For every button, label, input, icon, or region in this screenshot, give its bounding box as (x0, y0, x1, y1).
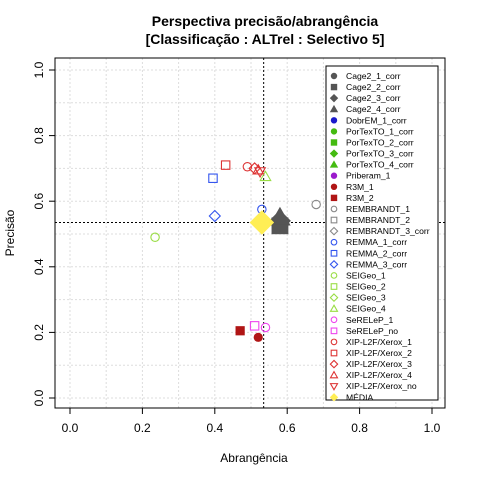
legend-symbol-remma-2-corr (330, 249, 338, 257)
point-xip-l2f-xerox-2 (220, 160, 231, 170)
x-axis-label: Abrangência (220, 451, 288, 465)
legend-label: Cage2_1_corr (346, 71, 401, 81)
legend-label: Priberam_1 (346, 171, 391, 181)
y-tick-label: 0.2 (32, 324, 46, 341)
data-points (150, 160, 321, 342)
legend-symbol-seigeo-3 (329, 293, 339, 303)
legend-box (325, 65, 439, 401)
legend-symbol-r3m-1 (330, 183, 338, 190)
point-seigeo-4 (259, 170, 272, 182)
legend-symbol-m-dia (329, 393, 339, 402)
legend-label: R3M_1 (346, 182, 374, 192)
legend-label: MÉDIA (346, 392, 373, 402)
point-remma-2-corr (208, 173, 218, 183)
legend-symbol-dobrem-1-corr (330, 117, 338, 124)
point-serelep-no (249, 321, 260, 331)
x-tick-label: 0.8 (351, 421, 368, 435)
legend-label: REMMA_3_corr (346, 259, 407, 269)
legend-symbol-xip-l2f-xerox-4 (329, 370, 339, 379)
y-axis-label: Precisão (3, 209, 17, 256)
legend-symbol-seigeo-2 (330, 283, 338, 290)
x-tick-label: 0.2 (134, 421, 151, 435)
point-cage2-4-corr (269, 206, 291, 226)
point-r3m-2 (235, 326, 245, 336)
legend-symbol-cage2-3-corr (329, 93, 339, 103)
legend-label: SEIGeo_3 (346, 293, 386, 303)
legend-label: REMMA_2_corr (346, 248, 407, 258)
legend-label: SEIGeo_1 (346, 270, 386, 280)
legend-symbol-remma-1-corr (330, 238, 338, 246)
y-tick-label: 0.0 (32, 389, 46, 406)
legend-label: R3M_2 (346, 193, 374, 203)
legend-label: REMMA_1_corr (346, 237, 407, 247)
legend-label: XIP-L2F/Xerox_2 (346, 348, 412, 358)
y-axis: 0.0 0.2 0.4 0.6 0.8 1.0 (32, 61, 56, 406)
legend-symbol-serelep-no (330, 327, 338, 335)
x-tick-label: 0.4 (206, 421, 223, 435)
legend-symbol-xip-l2f-xerox-2 (330, 349, 338, 357)
point-r3m-1 (253, 332, 263, 342)
legend-symbol-portexto-3-corr (329, 149, 339, 158)
legend-symbol-portexto-2-corr (330, 139, 338, 146)
legend-symbol-seigeo-4 (329, 304, 339, 312)
chart-title: Perspectiva precisão/abrangência (152, 13, 379, 29)
legend-symbol-rembrandt-3-corr (329, 226, 339, 236)
legend-symbol-remma-3-corr (329, 259, 339, 269)
legend-label: PorTexTO_4_corr (346, 160, 414, 170)
point-serelep-1 (260, 322, 271, 333)
legend-symbol-rembrandt-2 (330, 216, 338, 224)
x-tick-label: 1.0 (424, 421, 441, 435)
legend-symbol-portexto-4-corr (329, 160, 339, 168)
legend-label: Cage2_3_corr (346, 93, 401, 103)
legend-label: REMBRANDT_3_corr (346, 226, 430, 236)
legend-label: REMBRANDT_2 (346, 215, 410, 225)
legend-symbol-xip-l2f-xerox-1 (330, 338, 338, 346)
legend-symbol-seigeo-1 (330, 272, 338, 279)
legend-label: SeRELeP_no (346, 326, 398, 336)
legend-label: Cage2_4_corr (346, 104, 401, 114)
legend-symbol-serelep-1 (330, 316, 338, 324)
legend-label: Cage2_2_corr (346, 82, 401, 92)
legend-label: DobrEM_1_corr (346, 115, 407, 125)
point-rembrandt-1 (311, 199, 321, 210)
legend-symbol-xip-l2f-xerox-3 (329, 359, 339, 369)
x-tick-label: 0.0 (62, 421, 79, 435)
point-m-dia (249, 210, 275, 235)
legend-symbol-cage2-4-corr (329, 104, 339, 113)
legend-label: SeRELeP_1 (346, 315, 394, 325)
legend-label: PorTexTO_3_corr (346, 149, 414, 159)
x-axis: 0.0 0.2 0.4 0.6 0.8 1.0 (62, 407, 441, 435)
legend-symbol-cage2-1-corr (330, 72, 338, 80)
legend-label: XIP-L2F/Xerox_no (346, 381, 417, 391)
legend-label: SEIGeo_4 (346, 304, 386, 314)
point-xip-l2f-xerox-no (253, 167, 267, 179)
y-tick-label: 0.4 (32, 258, 46, 275)
legend-label: XIP-L2F/Xerox_3 (346, 359, 412, 369)
legend-label: SEIGeo_2 (346, 282, 386, 292)
y-tick-label: 0.6 (32, 193, 46, 210)
legend-label: XIP-L2F/Xerox_1 (346, 337, 412, 347)
point-remma-3-corr (208, 209, 222, 223)
point-xip-l2f-xerox-1 (242, 162, 253, 172)
legend-label: PorTexTO_1_corr (346, 126, 414, 136)
point-seigeo-1 (150, 232, 160, 243)
legend-symbol-cage2-2-corr (330, 83, 338, 91)
chart-subtitle: [Classificação : ALTrel : Selectivo 5] (146, 31, 385, 47)
legend-label: PorTexTO_2_corr (346, 137, 414, 147)
y-tick-label: 1.0 (32, 61, 46, 78)
x-tick-label: 0.6 (279, 421, 296, 435)
legend: Cage2_1_corrCage2_2_corrCage2_3_corrCage… (325, 65, 439, 402)
legend-symbol-xip-l2f-xerox-no (329, 383, 339, 391)
y-tick-label: 0.8 (32, 127, 46, 144)
legend-label: REMBRANDT_1 (346, 204, 410, 214)
legend-label: XIP-L2F/Xerox_4 (346, 370, 412, 380)
legend-symbol-priberam-1 (330, 172, 338, 179)
legend-symbol-r3m-2 (330, 194, 338, 202)
legend-symbol-rembrandt-1 (330, 205, 338, 213)
legend-symbol-portexto-1-corr (330, 128, 338, 135)
